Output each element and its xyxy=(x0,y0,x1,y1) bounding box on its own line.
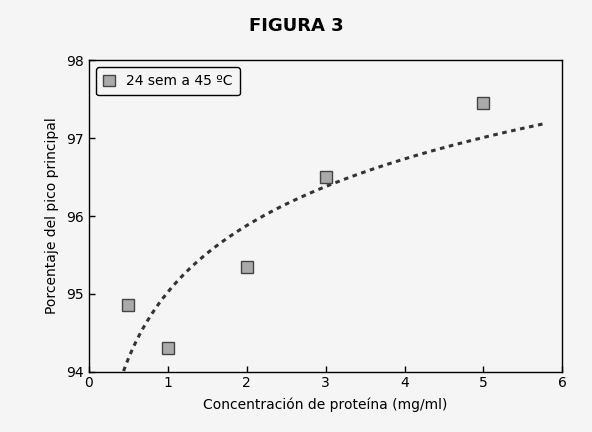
X-axis label: Concentración de proteína (mg/ml): Concentración de proteína (mg/ml) xyxy=(204,397,448,412)
Legend: 24 sem a 45 ºC: 24 sem a 45 ºC xyxy=(96,67,240,95)
Y-axis label: Porcentaje del pico principal: Porcentaje del pico principal xyxy=(45,118,59,314)
Text: FIGURA 3: FIGURA 3 xyxy=(249,17,343,35)
